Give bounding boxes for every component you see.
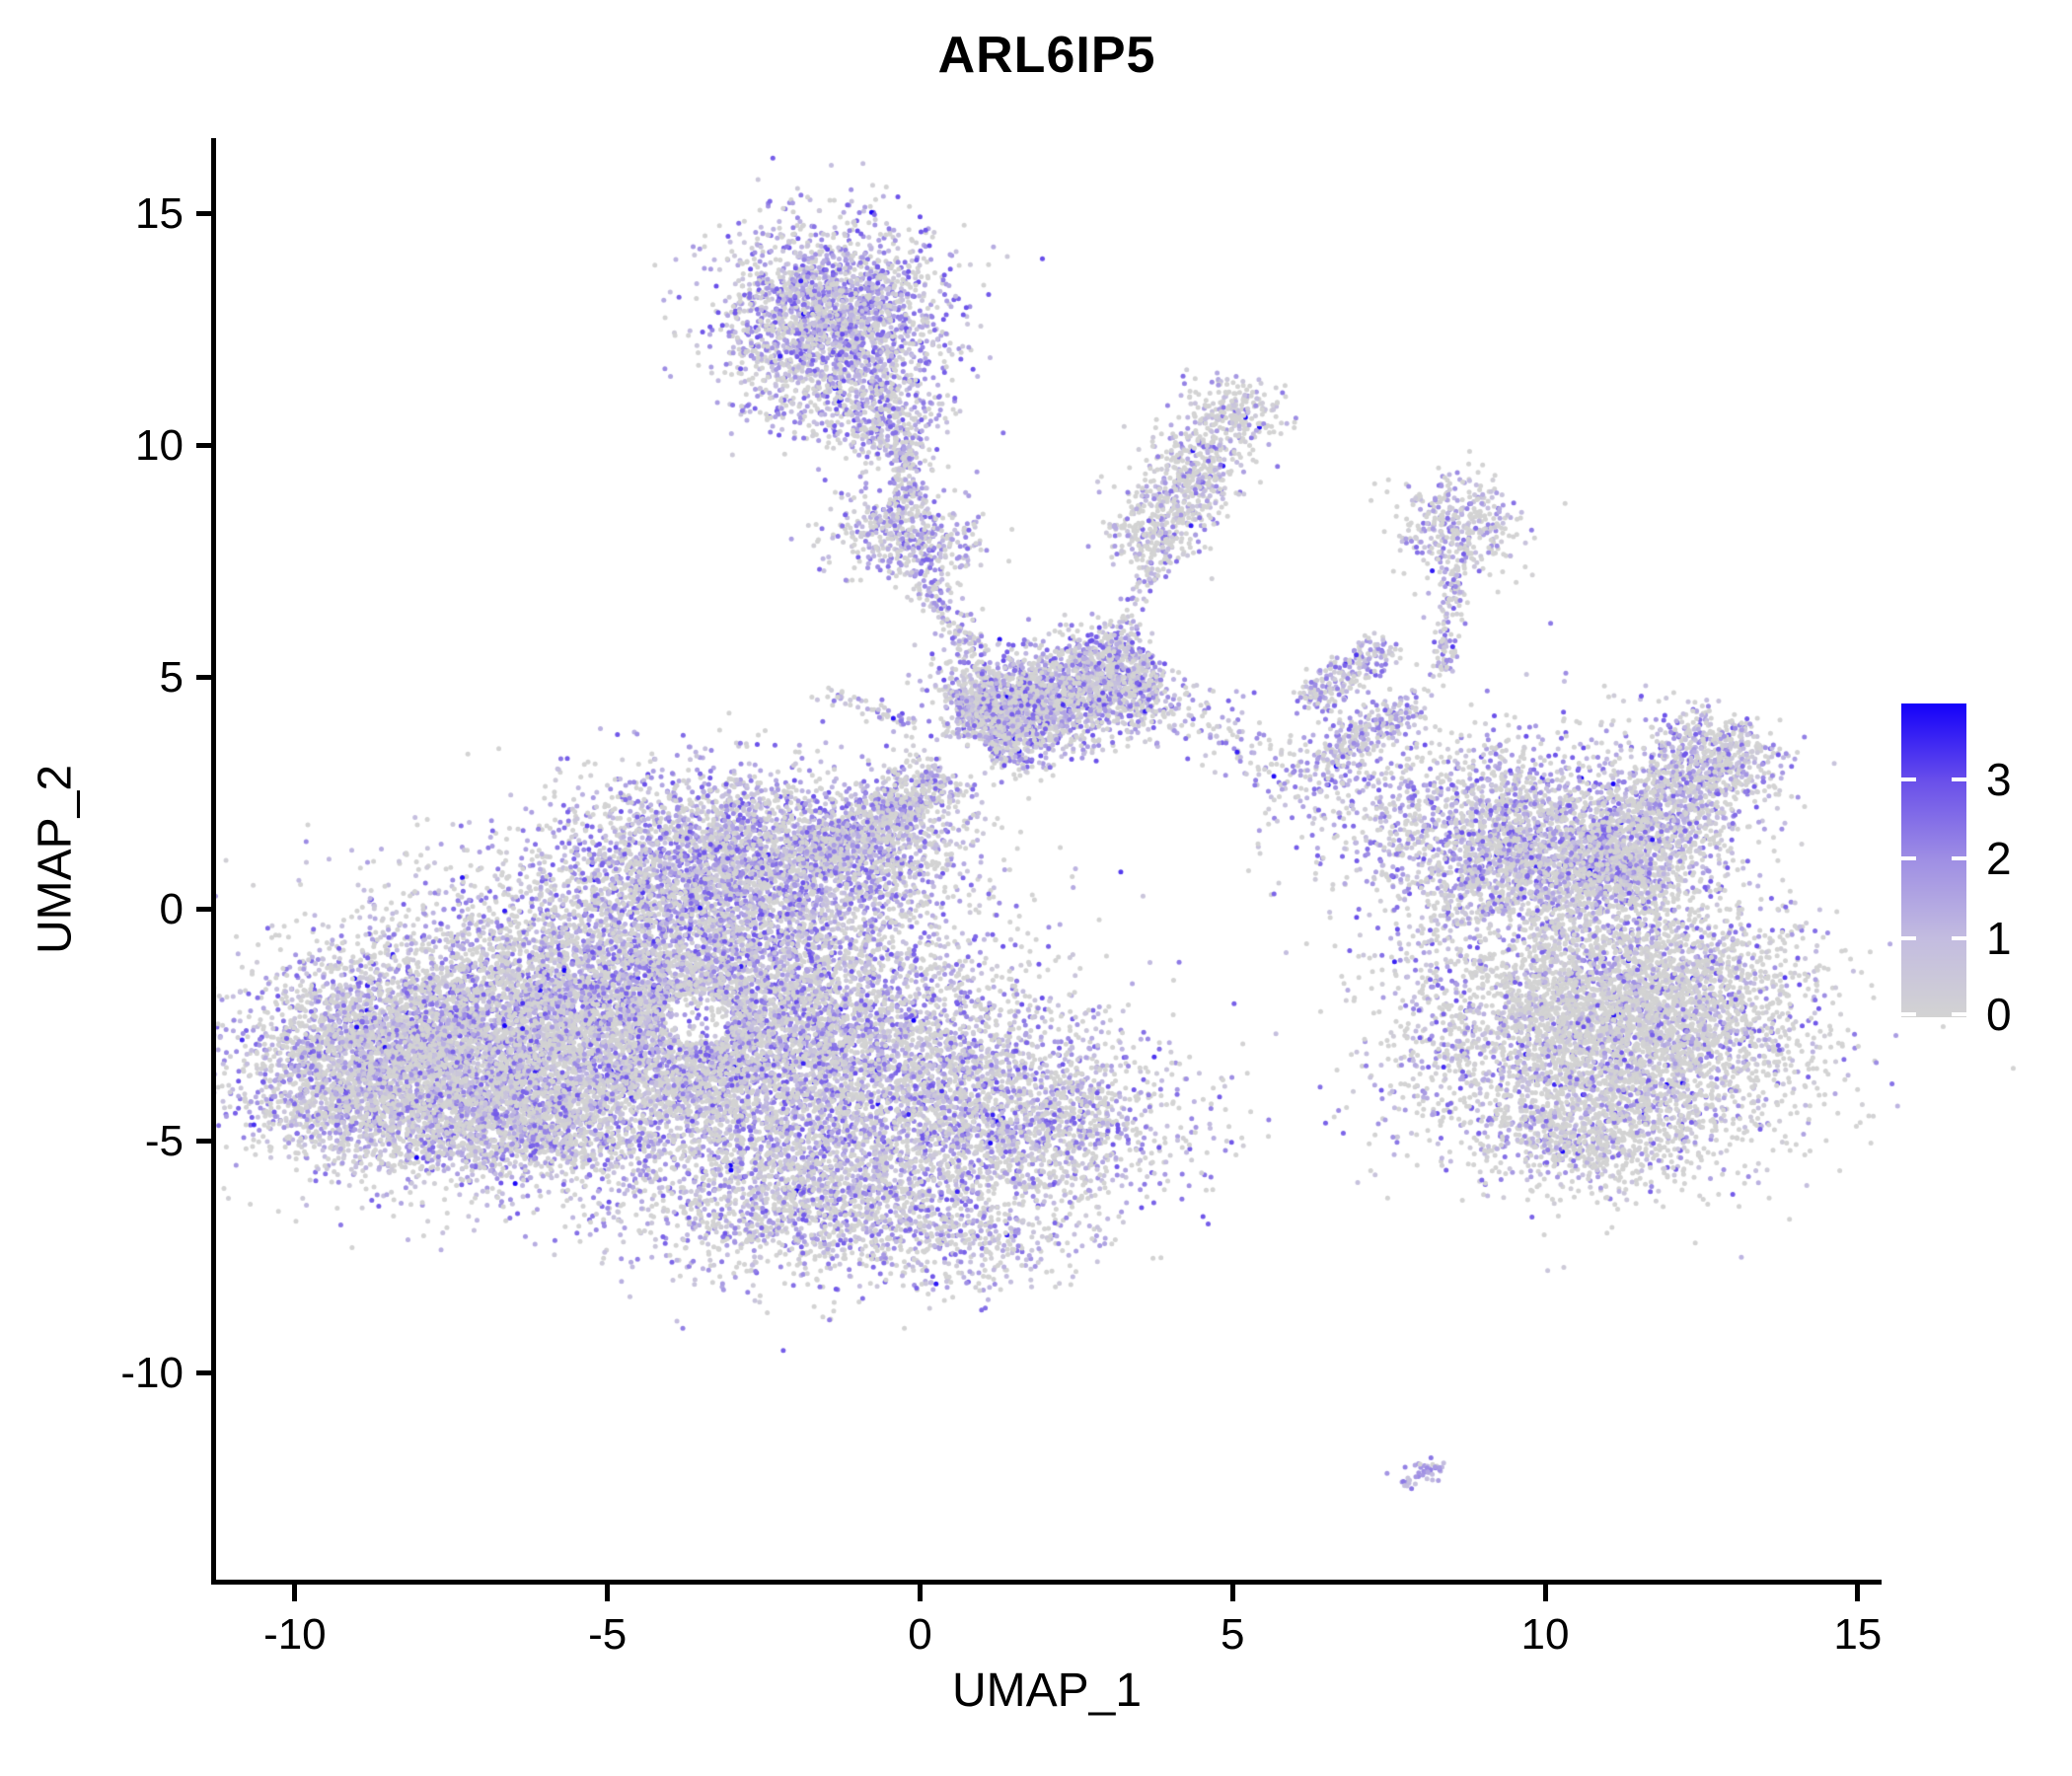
y-tick-label: 0 [159,884,184,933]
x-axis-title: UMAP_1 [951,1665,1143,1717]
legend-tick-label: 3 [1986,754,2012,806]
y-tick-label: 5 [159,652,184,702]
y-axis-line [211,138,216,1585]
y-tick-mark [196,1370,213,1376]
x-tick-label: 0 [908,1610,932,1659]
legend-tick-mark [1952,856,1966,861]
x-tick-mark [605,1585,611,1601]
y-tick-label: -5 [144,1116,184,1165]
y-tick-mark [196,1139,213,1145]
legend-tick-mark [1901,1012,1916,1016]
x-tick-label: -5 [588,1610,628,1659]
legend-tick-label: 1 [1986,912,2012,964]
y-axis-title: UMAP_2 [29,764,82,955]
y-tick-label: 15 [135,188,184,238]
y-tick-label: 10 [135,420,184,470]
legend-tick-mark [1952,935,1966,940]
y-tick-label: -10 [120,1348,184,1397]
x-tick-label: 15 [1833,1610,1883,1659]
x-tick-mark [1229,1585,1235,1601]
legend-tick-mark [1901,935,1916,940]
x-tick-label: 5 [1220,1610,1245,1659]
legend-tick-label: 0 [1986,989,2012,1040]
x-tick-mark [917,1585,923,1601]
y-tick-mark [196,211,213,217]
x-tick-mark [292,1585,298,1601]
legend-tick-mark [1901,856,1916,861]
y-tick-mark [196,907,213,913]
legend-tick-mark [1952,1012,1966,1016]
legend-tick-mark [1952,777,1966,782]
x-tick-label: -10 [263,1610,327,1659]
legend-tick-mark [1901,777,1916,782]
x-tick-label: 10 [1520,1610,1570,1659]
y-tick-mark [196,675,213,681]
x-tick-mark [1855,1585,1861,1601]
legend-tick-label: 2 [1986,833,2012,885]
y-tick-mark [196,443,213,449]
x-axis-line [211,1580,1882,1585]
x-tick-mark [1542,1585,1548,1601]
plot-title: ARL6IP5 [937,27,1156,84]
